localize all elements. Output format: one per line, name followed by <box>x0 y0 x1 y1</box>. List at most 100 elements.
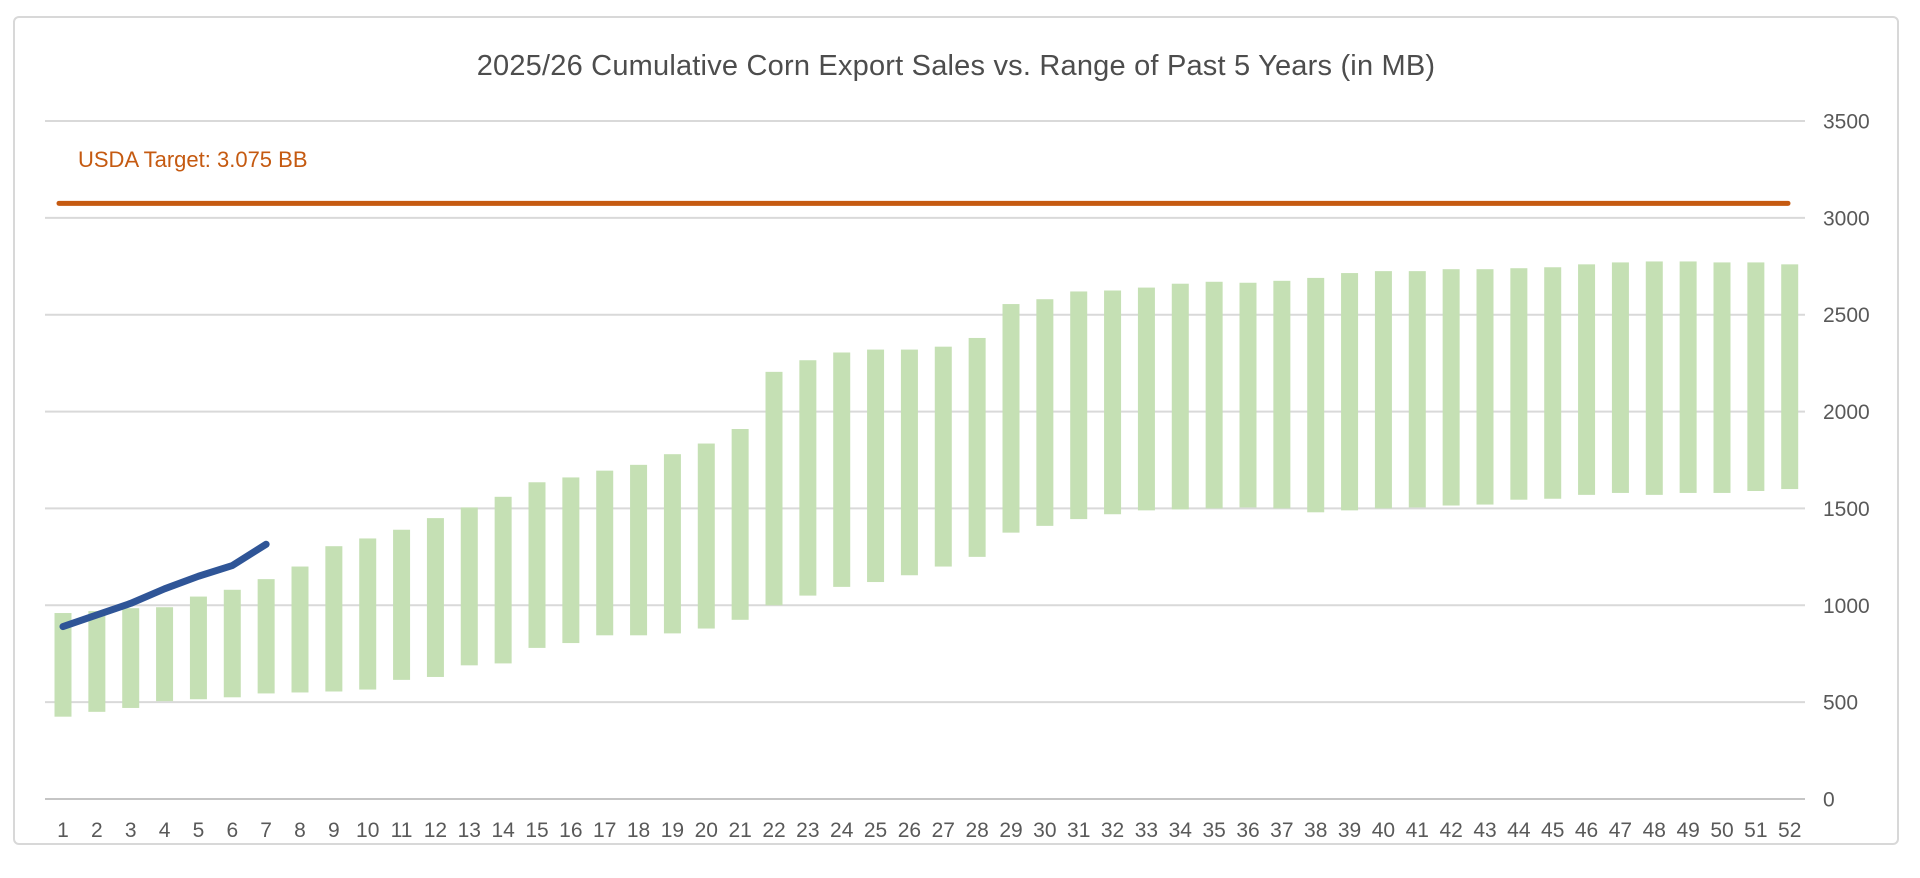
range-bar <box>1408 271 1426 508</box>
range-bar <box>1578 264 1596 495</box>
range-bar <box>1070 291 1088 520</box>
x-tick-label: 42 <box>1439 819 1462 842</box>
range-bar <box>1476 269 1494 505</box>
range-bar <box>1374 271 1392 509</box>
range-bar <box>359 538 377 690</box>
range-bar <box>460 507 478 666</box>
x-tick-label: 11 <box>391 819 413 842</box>
range-bar <box>1171 283 1189 510</box>
range-bar <box>1713 262 1731 493</box>
range-bar <box>1137 287 1155 511</box>
range-bar <box>494 496 512 664</box>
x-tick-label: 4 <box>159 819 171 842</box>
y-tick-label: 2500 <box>1823 304 1870 327</box>
x-tick-label: 6 <box>226 819 238 842</box>
range-bar <box>1645 261 1663 495</box>
y-tick-label: 3000 <box>1823 207 1870 230</box>
x-tick-label: 45 <box>1541 819 1564 842</box>
x-tick-label: 36 <box>1236 819 1259 842</box>
x-tick-label: 49 <box>1676 819 1699 842</box>
range-bar <box>596 470 614 636</box>
x-tick-label: 13 <box>458 819 481 842</box>
current-year-line <box>59 540 270 631</box>
x-tick-label: 32 <box>1101 819 1124 842</box>
usda-target-label: USDA Target: 3.075 BB <box>78 147 308 172</box>
range-bar <box>325 546 343 692</box>
x-tick-label: 33 <box>1135 819 1158 842</box>
range-bar <box>1104 290 1122 515</box>
y-tick-label: 0 <box>1823 789 1835 812</box>
x-tick-label: 37 <box>1270 819 1293 842</box>
x-tick-label: 19 <box>661 819 684 842</box>
range-bar <box>663 454 681 634</box>
y-tick-label: 3500 <box>1823 111 1870 134</box>
y-tick-label: 1000 <box>1823 595 1870 618</box>
x-tick-label: 14 <box>491 819 515 842</box>
x-tick-label: 8 <box>294 819 306 842</box>
range-bar <box>1611 262 1629 493</box>
range-bar <box>393 529 411 680</box>
x-tick-label: 1 <box>57 819 69 842</box>
range-bar <box>799 360 817 596</box>
range-bar <box>54 613 72 717</box>
x-tick-label: 10 <box>356 819 379 842</box>
x-tick-label: 3 <box>125 819 137 842</box>
x-tick-label: 25 <box>864 819 887 842</box>
x-tick-label: 21 <box>728 819 751 842</box>
range-bar <box>697 443 715 629</box>
x-tick-label: 18 <box>627 819 650 842</box>
x-tick-label: 52 <box>1778 819 1801 842</box>
x-tick-label: 15 <box>525 819 548 842</box>
range-bar <box>765 371 783 606</box>
range-bar <box>1036 299 1054 526</box>
x-tick-label: 51 <box>1744 819 1767 842</box>
range-bar <box>968 337 986 557</box>
range-bar <box>122 608 140 708</box>
x-tick-label: 5 <box>193 819 205 842</box>
x-tick-label: 44 <box>1507 819 1531 842</box>
x-tick-label: 40 <box>1372 819 1395 842</box>
y-tick-label: 500 <box>1823 692 1858 715</box>
range-bar <box>833 352 851 587</box>
x-tick-label: 16 <box>559 819 582 842</box>
x-tick-label: 23 <box>796 819 819 842</box>
range-bar <box>156 607 174 702</box>
range-bar <box>900 349 918 576</box>
x-tick-label: 34 <box>1169 819 1193 842</box>
x-tick-label: 50 <box>1710 819 1733 842</box>
range-bar <box>1747 262 1765 491</box>
x-tick-label: 20 <box>695 819 718 842</box>
x-tick-label: 2 <box>91 819 103 842</box>
range-bar <box>1205 281 1223 509</box>
y-tick-label: 1500 <box>1823 498 1870 521</box>
range-bar <box>731 429 749 620</box>
range-bar <box>562 477 580 644</box>
range-bar <box>1002 304 1020 533</box>
x-tick-label: 46 <box>1575 819 1598 842</box>
range-bar <box>1442 269 1460 506</box>
range-bar <box>291 566 309 693</box>
x-tick-label: 39 <box>1338 819 1361 842</box>
x-tick-label: 26 <box>898 819 921 842</box>
x-tick-label: 12 <box>424 819 447 842</box>
x-tick-label: 43 <box>1473 819 1496 842</box>
range-bar <box>1307 277 1325 513</box>
x-tick-label: 30 <box>1033 819 1056 842</box>
range-bar <box>189 596 207 700</box>
range-bar <box>1781 264 1799 490</box>
x-tick-label: 47 <box>1609 819 1632 842</box>
x-tick-label: 9 <box>328 819 340 842</box>
x-tick-label: 27 <box>932 819 955 842</box>
x-tick-label: 29 <box>999 819 1022 842</box>
range-bar <box>88 611 106 712</box>
range-bar <box>223 589 241 698</box>
x-tick-label: 7 <box>260 819 272 842</box>
range-bar <box>1341 273 1359 511</box>
range-bar <box>1544 267 1562 499</box>
x-tick-label: 35 <box>1202 819 1225 842</box>
x-tick-label: 28 <box>965 819 988 842</box>
chart-title: 2025/26 Cumulative Corn Export Sales vs.… <box>476 50 1436 82</box>
x-tick-label: 22 <box>762 819 785 842</box>
